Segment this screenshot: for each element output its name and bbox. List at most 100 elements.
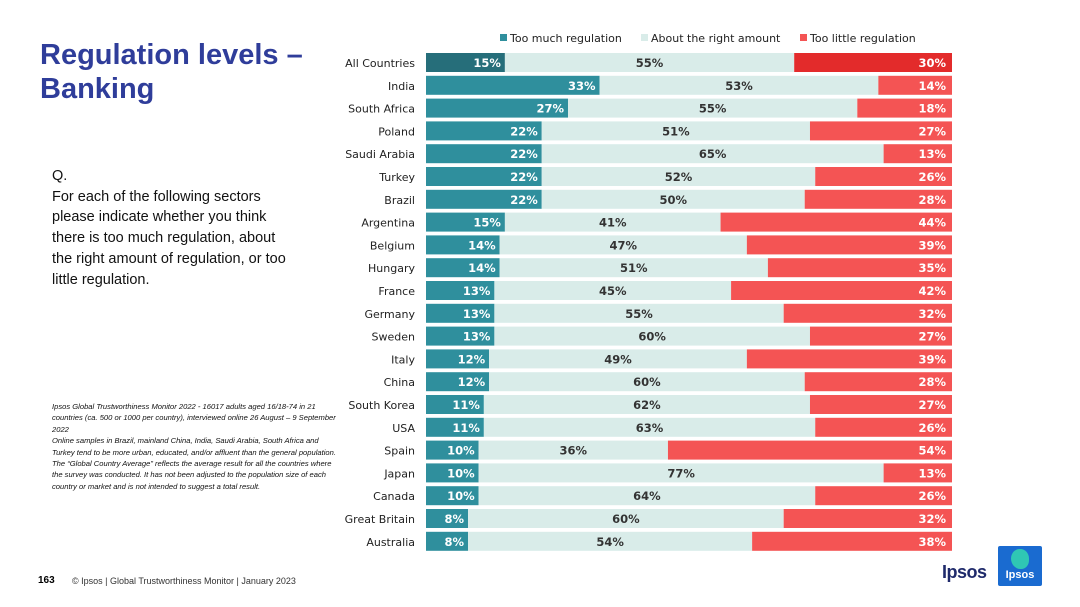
label-about-right: 41% [599, 216, 627, 230]
label-too-much: 22% [510, 124, 538, 138]
bar-too-little [731, 281, 952, 300]
bar-too-little [752, 531, 952, 551]
label-too-little: 26% [918, 489, 946, 503]
bar-about-right [599, 75, 879, 95]
bar-about-right [541, 121, 810, 141]
label-too-much: 22% [510, 170, 538, 184]
bar-too-little [667, 440, 952, 460]
label-too-much: 14% [468, 238, 496, 252]
bar-too-much [426, 395, 484, 414]
category-label: Argentina [361, 217, 415, 230]
bar-too-much [426, 121, 542, 141]
legend-label-2: Too little regulation [809, 32, 916, 45]
bar-about-right [478, 463, 884, 483]
label-too-little: 28% [918, 375, 946, 389]
bar-too-much [426, 75, 600, 95]
label-too-little: 26% [918, 170, 946, 184]
label-too-little: 32% [918, 307, 946, 321]
note-sample: Ipsos Global Trustworthiness Monitor 202… [52, 402, 336, 434]
label-too-little: 26% [918, 421, 946, 435]
label-too-much: 15% [473, 56, 501, 70]
logo-blob-icon [1011, 549, 1029, 569]
label-too-much: 15% [473, 216, 501, 230]
bar-too-little [783, 509, 952, 528]
bar-too-much [426, 258, 500, 278]
bar-too-much [426, 281, 495, 300]
label-too-little: 42% [918, 284, 946, 298]
bar-too-little [720, 212, 952, 232]
ipsos-logo-badge: Ipsos [998, 546, 1042, 586]
label-too-much: 8% [445, 535, 465, 549]
methodology-notes: Ipsos Global Trustworthiness Monitor 202… [52, 401, 342, 492]
bar-too-little [809, 121, 952, 141]
bar-about-right [468, 509, 784, 528]
label-about-right: 60% [633, 375, 661, 389]
label-too-much: 13% [463, 330, 491, 344]
bar-too-little [794, 53, 952, 72]
label-too-much: 10% [447, 466, 475, 480]
label-too-little: 54% [918, 444, 946, 458]
footer-text: © Ipsos | Global Trustworthiness Monitor… [72, 576, 296, 586]
bar-about-right [499, 235, 747, 255]
note-global-average: The “Global Country Average” reflects th… [52, 459, 332, 491]
bar-too-much [426, 189, 542, 209]
bar-about-right [489, 372, 805, 392]
label-too-little: 14% [918, 79, 946, 93]
label-about-right: 53% [725, 79, 753, 93]
category-label: Italy [391, 353, 415, 366]
page-title: Regulation levels – Banking [40, 39, 303, 105]
note-online-samples: Online samples in Brazil, mainland China… [52, 436, 336, 457]
label-about-right: 63% [636, 421, 664, 435]
bar-too-much [426, 440, 479, 460]
label-too-little: 38% [918, 535, 946, 549]
label-too-little: 32% [918, 512, 946, 526]
bar-too-little [883, 144, 952, 164]
label-about-right: 51% [662, 124, 690, 138]
label-too-little: 30% [918, 56, 946, 70]
legend-label-1: About the right amount [651, 32, 781, 45]
label-too-little: 18% [918, 102, 946, 116]
label-too-much: 13% [463, 307, 491, 321]
category-label: China [384, 376, 415, 389]
label-about-right: 60% [612, 512, 640, 526]
bar-about-right [478, 486, 816, 506]
category-label: Brazil [384, 194, 415, 207]
bar-about-right [504, 212, 721, 232]
bar-about-right [489, 349, 747, 369]
bar-too-much [426, 463, 479, 483]
category-label: All Countries [345, 57, 415, 70]
category-label: Hungary [368, 262, 415, 275]
label-about-right: 36% [560, 444, 588, 458]
label-too-much: 12% [458, 375, 486, 389]
bar-too-little [809, 326, 952, 346]
label-about-right: 55% [625, 307, 653, 321]
bar-about-right [494, 326, 810, 346]
label-too-much: 27% [536, 102, 564, 116]
category-label: France [378, 285, 415, 298]
bar-too-much [426, 326, 495, 346]
bar-too-much [426, 509, 469, 528]
question-block: Q. For each of the following sectors ple… [52, 166, 292, 290]
bar-too-much [426, 53, 505, 72]
legend-swatch-1 [641, 34, 648, 41]
label-about-right: 55% [636, 56, 664, 70]
bar-too-little [746, 235, 952, 255]
label-too-much: 8% [445, 512, 465, 526]
bar-too-little [804, 372, 952, 392]
label-about-right: 50% [659, 193, 687, 207]
label-about-right: 62% [633, 398, 661, 412]
label-too-little: 27% [918, 330, 946, 344]
label-too-much: 13% [463, 284, 491, 298]
label-about-right: 64% [633, 489, 661, 503]
label-about-right: 55% [699, 102, 727, 116]
bar-about-right [483, 395, 810, 414]
question-label: Q. [52, 168, 68, 184]
label-too-much: 10% [447, 489, 475, 503]
legend-swatch-2 [800, 34, 807, 41]
bar-too-little [767, 258, 952, 278]
bar-about-right [568, 98, 858, 118]
bar-too-little [815, 417, 952, 437]
bar-too-much [426, 349, 490, 369]
bar-about-right [499, 258, 768, 278]
category-label: Germany [364, 308, 415, 321]
